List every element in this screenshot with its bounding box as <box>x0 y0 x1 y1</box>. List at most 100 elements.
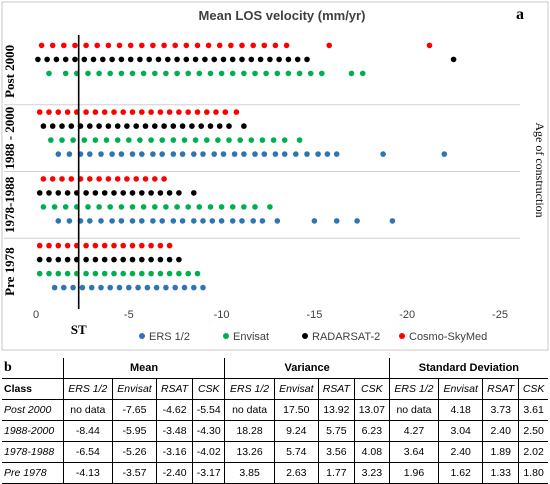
data-point <box>185 270 191 277</box>
data-point <box>176 109 182 115</box>
value-cell: 2.40 <box>438 441 483 463</box>
data-point <box>139 190 145 196</box>
data-point <box>216 123 223 129</box>
data-point <box>161 176 167 182</box>
data-point <box>96 70 102 77</box>
data-point <box>133 123 139 129</box>
data-point <box>36 270 43 277</box>
data-point <box>135 284 141 291</box>
x-tick-label: -10 <box>214 309 230 321</box>
sub-header-cell: RSAT <box>482 378 519 400</box>
data-point <box>183 56 190 63</box>
data-point <box>202 56 208 63</box>
data-point <box>274 218 281 224</box>
data-point <box>59 123 65 129</box>
data-point <box>261 42 268 49</box>
value-cell: 1.96 <box>388 462 439 484</box>
data-point <box>111 190 117 196</box>
legend-label: Envisat <box>233 331 269 343</box>
sub-header-cell: RSAT <box>156 378 193 400</box>
data-point <box>161 123 167 129</box>
data-point <box>354 218 360 224</box>
data-point <box>215 137 221 143</box>
x-tick-label: -15 <box>306 309 322 321</box>
value-cell: 13.92 <box>317 399 355 421</box>
data-point <box>46 109 52 115</box>
data-point <box>83 256 89 263</box>
data-point <box>229 70 236 77</box>
data-point <box>64 242 71 249</box>
data-point <box>83 242 89 249</box>
data-point <box>92 256 99 263</box>
data-point <box>85 70 91 77</box>
legend-marker <box>302 333 308 339</box>
data-point <box>72 56 78 63</box>
data-point <box>281 151 288 157</box>
data-point <box>170 218 177 224</box>
data-point <box>315 151 321 157</box>
data-point <box>46 270 52 277</box>
data-point <box>326 42 333 49</box>
data-point <box>229 56 236 63</box>
data-point <box>129 70 136 77</box>
sub-header-cell: CSK <box>353 378 390 400</box>
data-point <box>101 242 108 249</box>
data-point <box>70 284 76 291</box>
value-cell: -4.13 <box>62 462 113 484</box>
data-point <box>304 56 310 63</box>
data-point <box>252 70 258 77</box>
data-point <box>116 284 123 291</box>
data-point <box>120 190 126 196</box>
data-point <box>62 204 69 210</box>
data-point <box>176 256 182 263</box>
data-point <box>211 151 217 157</box>
data-point <box>55 242 62 249</box>
data-point <box>218 70 225 77</box>
data-point <box>307 70 314 77</box>
data-point <box>51 204 58 210</box>
data-point <box>55 218 62 224</box>
value-cell: 3.85 <box>224 462 275 484</box>
value-cell: -3.57 <box>111 462 157 484</box>
data-point <box>129 218 136 224</box>
class-cell: 1978-1988 <box>4 446 55 458</box>
data-point <box>62 56 69 63</box>
data-point <box>53 56 60 63</box>
data-point <box>126 137 132 143</box>
data-point <box>81 56 88 63</box>
value-cell: -4.62 <box>156 399 193 421</box>
data-point <box>296 137 303 143</box>
sub-header-cell: Envisat <box>273 378 319 400</box>
data-point <box>59 176 65 182</box>
data-point <box>83 190 89 196</box>
data-point <box>241 204 247 210</box>
data-point <box>157 242 164 249</box>
data-point <box>239 218 245 224</box>
data-point <box>293 151 299 157</box>
data-point <box>101 256 108 263</box>
data-point <box>139 242 145 249</box>
data-point <box>185 70 191 77</box>
data-point <box>226 137 232 143</box>
value-cell: -3.48 <box>156 420 193 442</box>
data-point <box>283 42 290 49</box>
data-point <box>194 42 201 49</box>
data-point <box>229 218 236 224</box>
data-point <box>64 109 71 115</box>
data-point <box>61 42 67 49</box>
data-point <box>209 218 216 224</box>
sub-header-cell: ERS 1/2 <box>388 378 439 400</box>
data-point <box>159 151 165 157</box>
data-point <box>228 42 234 49</box>
data-point <box>90 56 97 63</box>
sub-header-cell: CSK <box>192 378 225 400</box>
data-point <box>150 42 156 49</box>
data-point <box>200 284 206 291</box>
data-point <box>231 151 238 157</box>
data-point <box>248 137 255 143</box>
value-cell: no data <box>62 399 113 421</box>
data-point <box>161 42 167 49</box>
data-point <box>204 137 210 143</box>
data-point <box>324 151 331 157</box>
data-point <box>450 56 457 63</box>
